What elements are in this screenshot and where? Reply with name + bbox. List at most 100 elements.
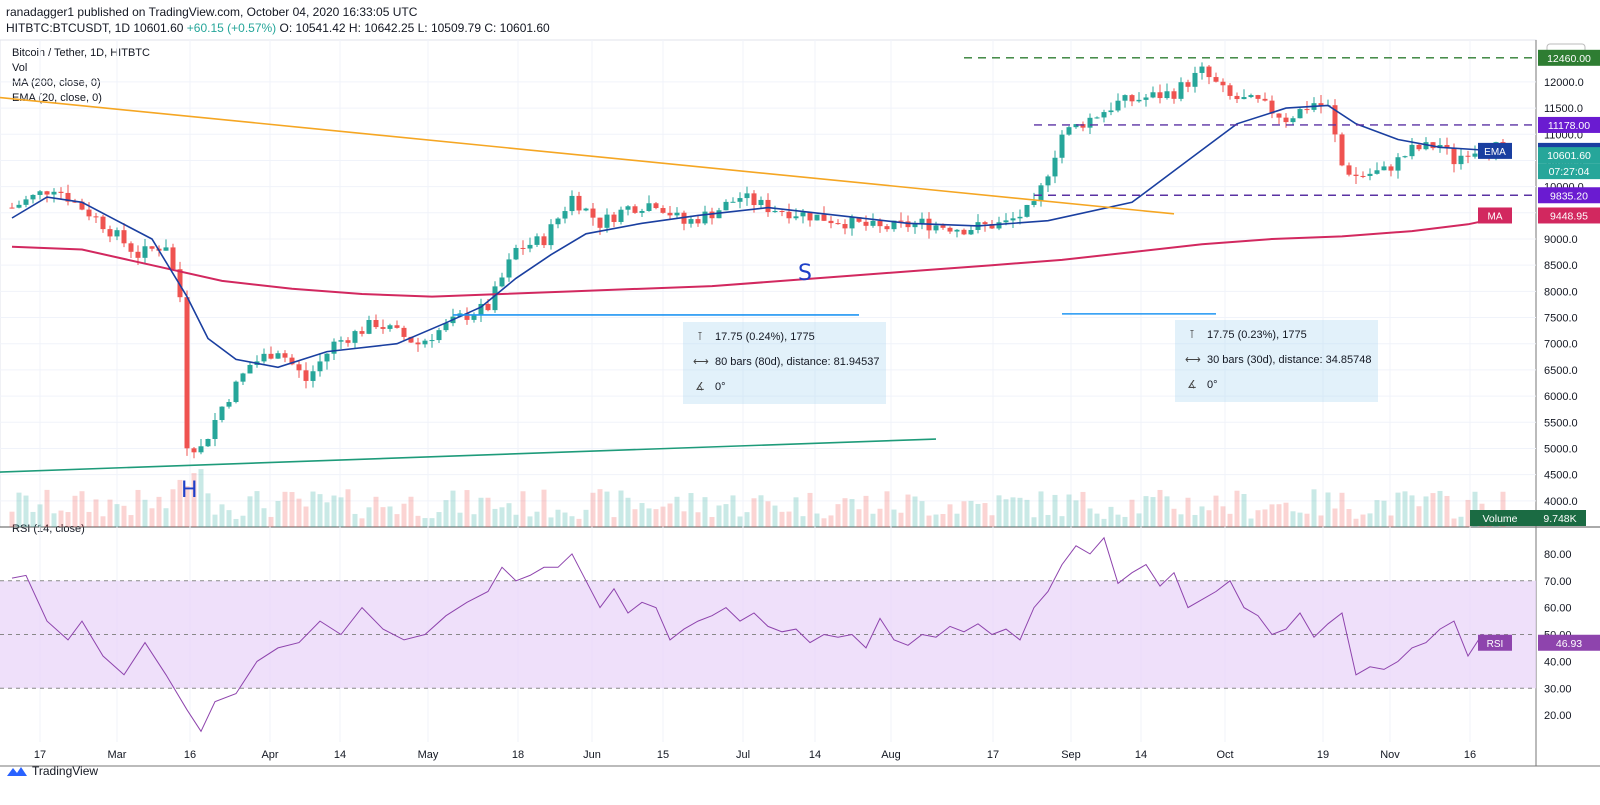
bar-range-icon: ⟷ — [693, 356, 709, 368]
volume-bar — [905, 494, 911, 527]
candle-body — [1472, 153, 1478, 157]
candle-body — [1003, 220, 1009, 223]
volume-bar — [1059, 516, 1065, 527]
volume-bar — [485, 497, 491, 527]
candle-body — [1367, 173, 1373, 176]
volume-bar — [821, 518, 827, 527]
price-tick-label: 6000.0 — [1544, 391, 1578, 403]
rsi-legend[interactable]: RSI (14, close) — [12, 523, 85, 535]
candle-body — [219, 406, 225, 421]
volume-bar — [982, 503, 988, 527]
candle-body — [100, 216, 106, 230]
legend-ma[interactable]: MA (200, close, 0) — [12, 77, 101, 89]
volume-bar — [233, 518, 239, 527]
candle-body — [1360, 175, 1366, 177]
candle-body — [352, 331, 358, 343]
volume-bar — [723, 504, 729, 527]
volume-bar — [296, 498, 302, 527]
volume-bar — [555, 509, 561, 527]
time-tick-label: 14 — [1135, 749, 1147, 761]
volume-bar — [737, 516, 743, 527]
volume-bar — [912, 496, 918, 527]
volume-bar — [331, 495, 337, 527]
time-tick-label: May — [418, 749, 439, 761]
candle-body — [674, 212, 680, 216]
footer-brand[interactable]: TradingView — [6, 764, 98, 778]
candle-body — [821, 214, 827, 221]
level-badge — [1538, 49, 1600, 66]
volume-bar — [1066, 494, 1072, 527]
candle-body — [303, 370, 309, 381]
rsi-tick-label: 60.00 — [1544, 603, 1572, 615]
volume-bar — [205, 493, 211, 527]
volume-bar — [674, 496, 680, 527]
candle-body — [296, 364, 302, 371]
volume-bar — [30, 511, 36, 527]
volume-bar — [1227, 513, 1233, 527]
candle-body — [471, 315, 477, 320]
volume-bar — [1472, 491, 1478, 527]
candle-body — [205, 438, 211, 447]
volume-bar — [954, 513, 960, 527]
volume-bar — [835, 504, 841, 527]
candles — [9, 62, 1506, 527]
volume-bar — [716, 505, 722, 527]
candle-body — [527, 244, 533, 249]
volume-bar — [1255, 510, 1261, 527]
candle-body — [891, 220, 897, 230]
candle-body — [492, 286, 498, 311]
measure-box-2[interactable]: ⊺ 17.75 (0.23%), 1775 ⟷ 30 bars (30d), dis… — [1175, 320, 1378, 402]
candle-body — [667, 212, 673, 216]
candle-body — [1066, 127, 1072, 135]
candle-body — [1451, 147, 1457, 165]
volume-bar — [1416, 506, 1422, 527]
candle-body — [485, 303, 491, 311]
volume-bar — [443, 500, 449, 527]
candle-body — [1458, 155, 1464, 165]
candle-body — [1346, 165, 1352, 175]
price-tick-label: 11500.0 — [1544, 103, 1583, 115]
rsi-tag — [1478, 634, 1512, 651]
candle-body — [709, 211, 715, 219]
volume-bar — [1164, 496, 1170, 527]
candle-body — [93, 216, 99, 218]
published-line: ranadagger1 published on TradingView.com… — [6, 5, 418, 19]
price-tick-label: 9000.0 — [1544, 234, 1578, 246]
measure-angle: 0° — [715, 380, 726, 393]
volume-bar — [65, 512, 71, 527]
candle-body — [1234, 95, 1240, 100]
volume-bar — [345, 489, 351, 527]
measure-range: 17.75 (0.24%), 1775 — [715, 330, 815, 343]
time-tick-label: 15 — [657, 749, 669, 761]
candle-body — [1423, 142, 1429, 150]
rsi-tick-label: 30.00 — [1544, 683, 1572, 695]
volume-bar — [541, 489, 547, 527]
volume-bar — [212, 514, 218, 527]
volume-bar — [849, 499, 855, 527]
volume-bar — [751, 498, 757, 527]
volume-bar — [261, 508, 267, 527]
chart-title[interactable]: Bitcoin / Tether, 1D, HITBTC — [12, 47, 150, 59]
candle-body — [520, 247, 526, 249]
candle-body — [954, 229, 960, 232]
candle-body — [898, 220, 904, 222]
level-label: 9835.20 — [1550, 190, 1588, 202]
rsi-tag-label: RSI — [1487, 639, 1504, 650]
legend-vol[interactable]: Vol — [12, 62, 28, 74]
time-tick-label: 18 — [512, 749, 524, 761]
candle-body — [464, 313, 470, 320]
last-price-label: 10601.60 — [1547, 150, 1591, 162]
candle-body — [198, 446, 204, 453]
candle-body — [982, 222, 988, 225]
angle-icon: ∡ — [695, 381, 705, 393]
measure-box-1[interactable]: ⊺ 17.75 (0.24%), 1775 ⟷ 80 bars (80d), dis… — [683, 322, 886, 404]
candle-body — [1402, 156, 1408, 158]
time-tick-label: 16 — [1464, 749, 1476, 761]
candle-body — [240, 373, 246, 382]
ema-tag — [1478, 142, 1512, 159]
candle-body — [1038, 185, 1044, 202]
candle-body — [1199, 66, 1205, 73]
volume-bar — [142, 499, 148, 527]
volume-bar — [1451, 518, 1457, 527]
